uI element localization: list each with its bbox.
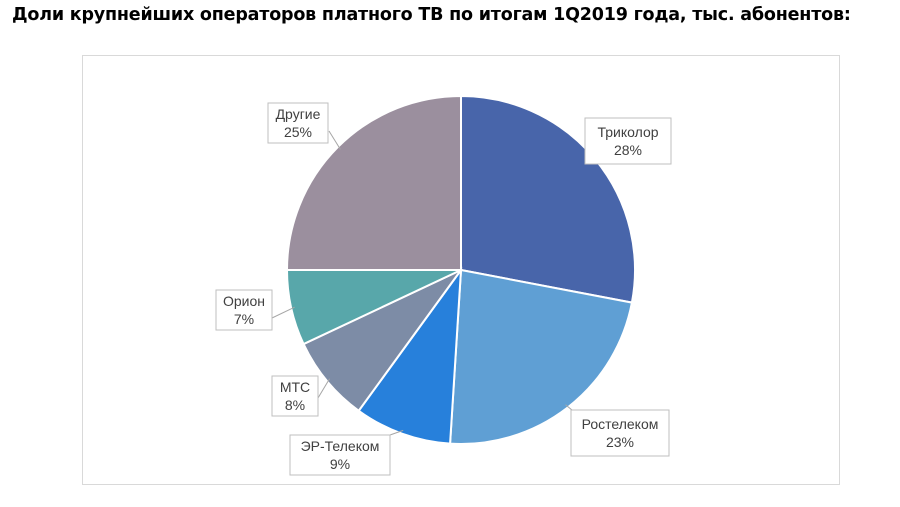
leader-line-2 xyxy=(565,404,573,411)
data-label-box xyxy=(271,375,319,417)
slice-name-label: МТС xyxy=(280,379,310,395)
slice-name-label: Орион xyxy=(223,293,265,309)
pie-slice-6 xyxy=(285,94,462,271)
data-label-3: ЭР-Телеком 9% xyxy=(289,434,391,476)
leader-line-6 xyxy=(328,130,341,150)
slice-name-label: Триколор xyxy=(597,124,658,140)
slice-name-label: Ростелеком xyxy=(582,416,659,432)
leader-line-5 xyxy=(271,306,295,319)
slice-percent-label: 23% xyxy=(606,434,634,450)
data-label-box xyxy=(289,434,391,476)
leader-line-4 xyxy=(317,378,331,399)
data-label-box xyxy=(267,102,329,144)
slice-name-label: Другие xyxy=(276,106,321,122)
slice-percent-label: 28% xyxy=(614,142,642,158)
pie-slice-3 xyxy=(357,266,463,445)
chart-title: Доли крупнейших операторов платного ТВ п… xyxy=(12,5,851,25)
data-label-6: Другие 25% xyxy=(267,102,329,144)
data-label-5: Орион 7% xyxy=(215,289,273,331)
data-label-1: Триколор 28% xyxy=(584,117,672,165)
data-label-box xyxy=(584,117,672,165)
data-label-box xyxy=(570,409,670,457)
chart-frame xyxy=(82,55,840,485)
data-label-box xyxy=(215,289,273,331)
data-label-4: МТС 8% xyxy=(271,375,319,417)
pie-slice-2 xyxy=(449,268,634,446)
slice-percent-label: 25% xyxy=(284,124,312,140)
leader-line-3 xyxy=(389,429,404,436)
slice-name-label: ЭР-Телеком xyxy=(301,438,380,454)
data-label-2: Ростелеком 23% xyxy=(570,409,670,457)
slice-percent-label: 8% xyxy=(285,397,305,413)
slice-percent-label: 7% xyxy=(234,311,254,327)
slice-percent-label: 9% xyxy=(330,456,350,472)
